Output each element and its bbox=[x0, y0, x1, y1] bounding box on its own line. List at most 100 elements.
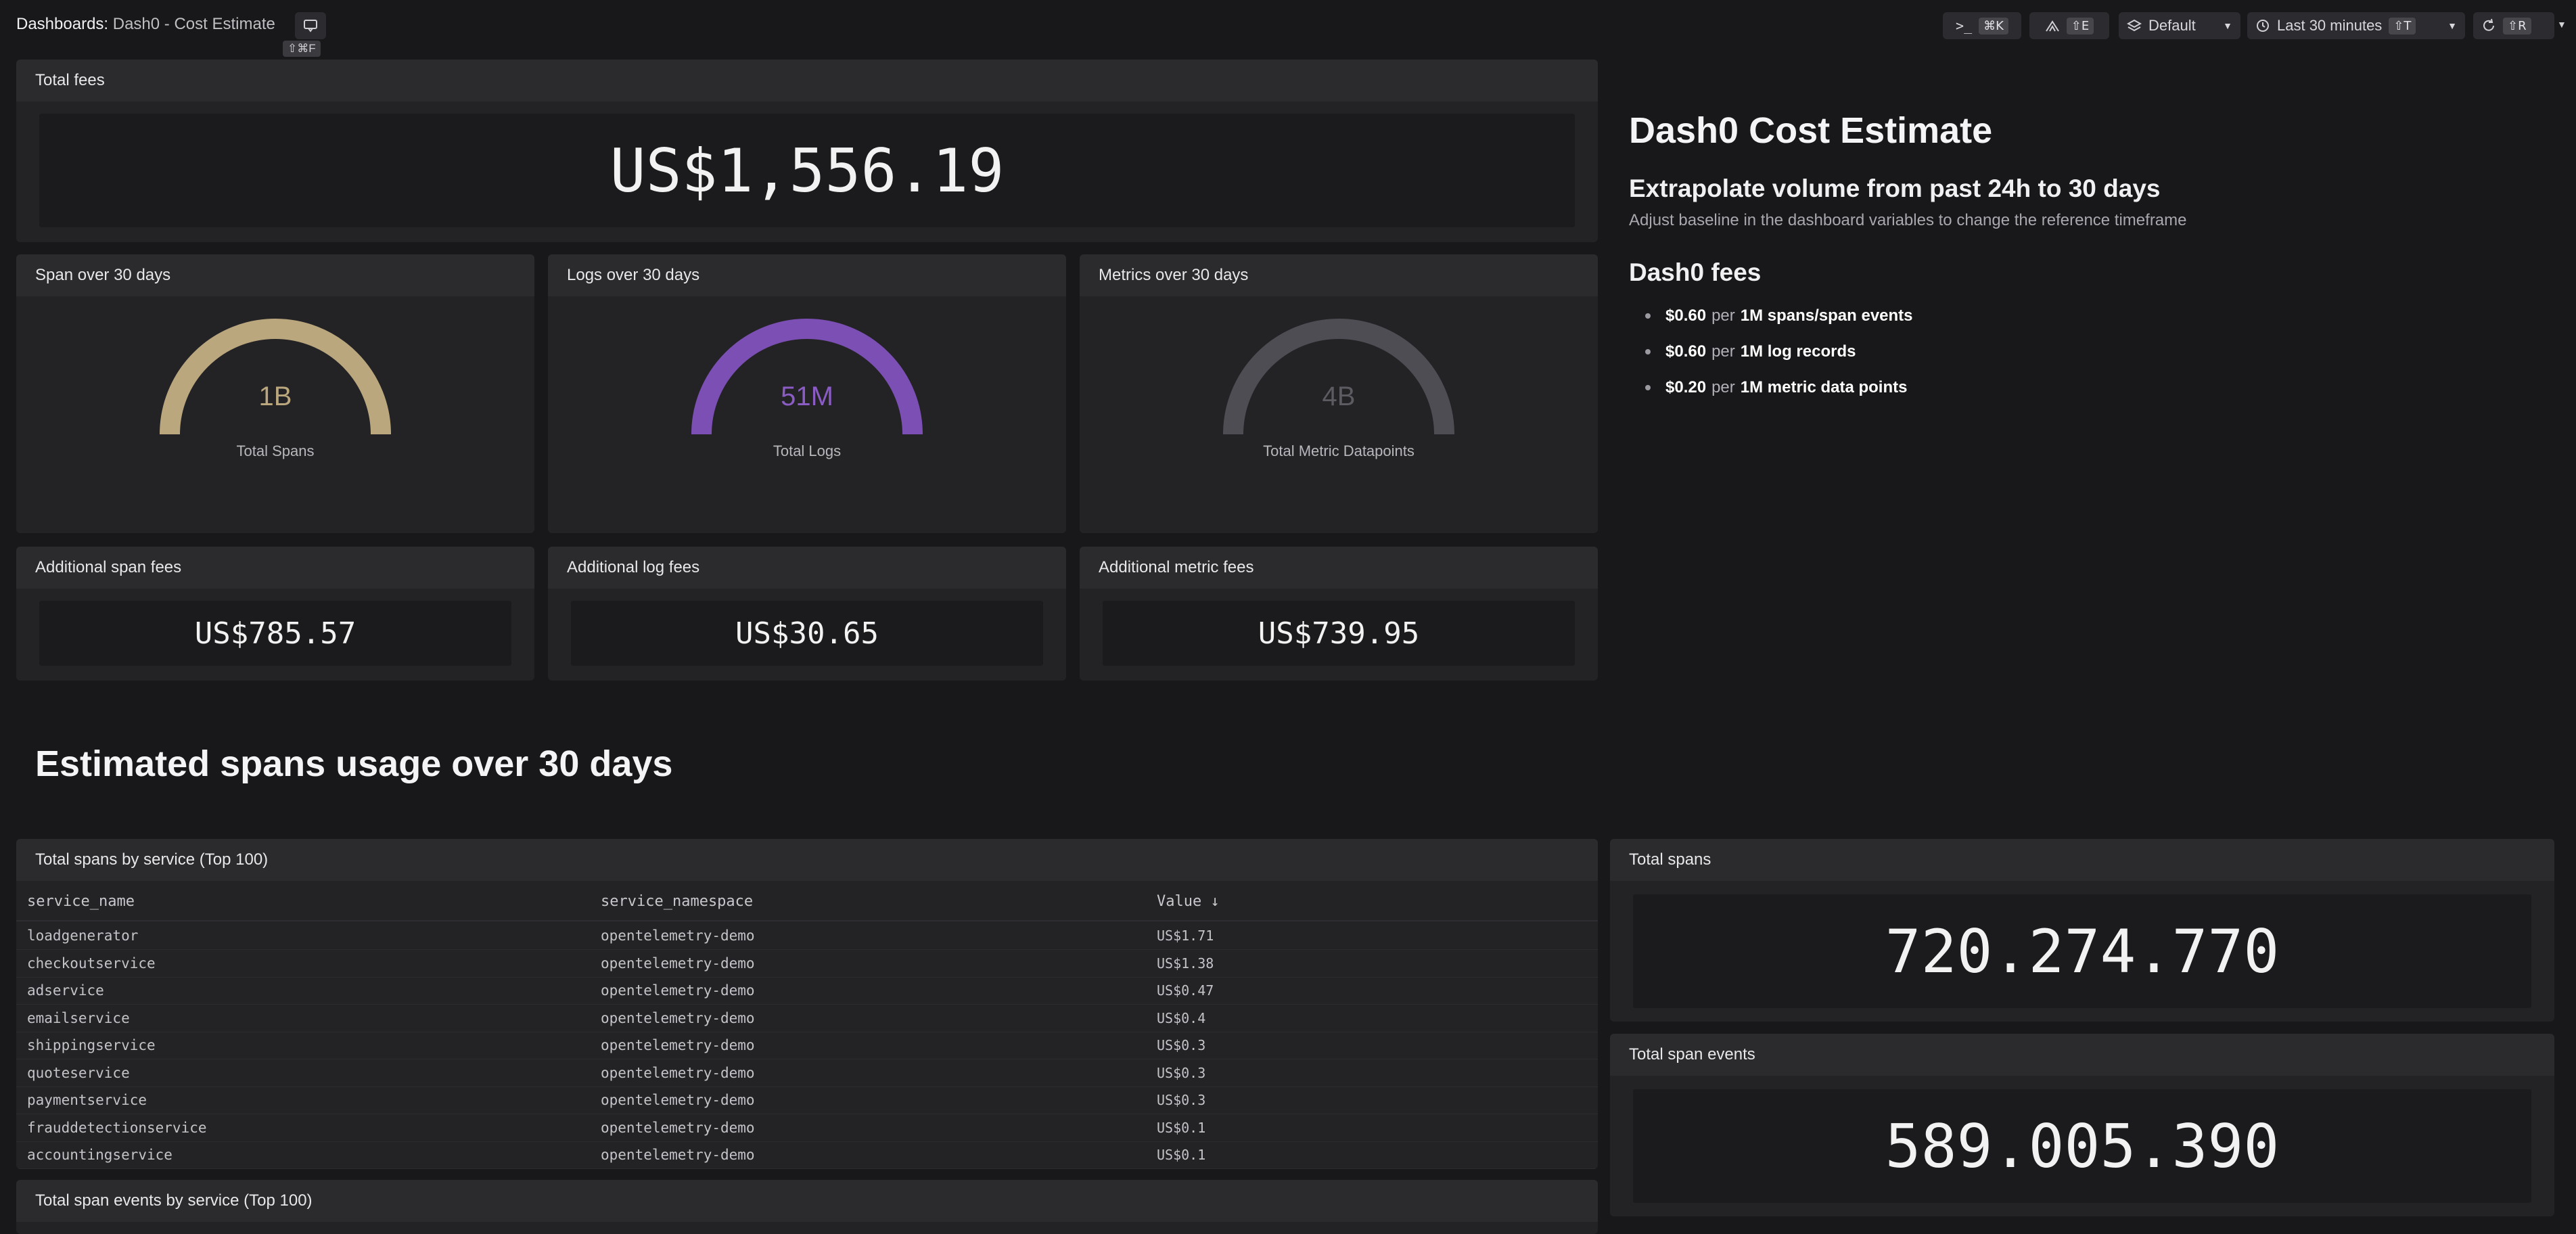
fees-heading: Dash0 fees bbox=[1629, 258, 1762, 286]
fee-unit: 1M metric data points bbox=[1740, 378, 1908, 396]
refresh-button[interactable]: ⇧R bbox=[2473, 12, 2554, 39]
table-row[interactable]: emailservice opentelemetry-demo US$0.4 bbox=[16, 1005, 1598, 1032]
cell-value: US$0.1 bbox=[1157, 1119, 1206, 1136]
additional-span-fees-value: US$785.57 bbox=[39, 601, 511, 666]
shortcut-badge: ⇧R bbox=[2503, 17, 2531, 35]
timerange-picker[interactable]: Last 30 minutes ⇧T ▼ bbox=[2247, 12, 2465, 39]
layers-icon bbox=[2127, 19, 2142, 32]
dashboard-name: Dash0 - Cost Estimate bbox=[112, 15, 275, 33]
cell-service-name: loadgenerator bbox=[27, 928, 139, 944]
cell-service-namespace: opentelemetry-demo bbox=[601, 1037, 755, 1053]
cell-service-namespace: opentelemetry-demo bbox=[601, 1064, 755, 1081]
terminal-icon: >_ bbox=[1956, 18, 1973, 34]
page-title: Dashboards: Dash0 - Cost Estimate bbox=[16, 15, 275, 34]
shortcut-badge: ⇧T bbox=[2389, 17, 2416, 35]
command-palette-button[interactable]: >_ ⌘K bbox=[1943, 12, 2021, 39]
total-spans-panel: Total spans 720.274.770 bbox=[1610, 839, 2554, 1022]
signal-icon bbox=[2045, 20, 2059, 32]
cell-service-name: frauddetectionservice bbox=[27, 1119, 207, 1136]
fee-per: per bbox=[1711, 342, 1735, 361]
gauge-chart bbox=[1223, 319, 1454, 435]
fee-per: per bbox=[1711, 378, 1735, 396]
gauge-arc bbox=[691, 319, 923, 435]
gauge-chart bbox=[160, 319, 391, 435]
panel-title: Total spans bbox=[1610, 839, 2554, 881]
comment-button[interactable] bbox=[295, 12, 326, 39]
gauge-value: 4B bbox=[1322, 382, 1356, 411]
bullet-icon bbox=[1645, 384, 1651, 390]
fee-per: per bbox=[1711, 306, 1735, 325]
bullet-icon bbox=[1645, 313, 1651, 319]
table-row[interactable]: adservice opentelemetry-demo US$0.47 bbox=[16, 978, 1598, 1005]
panel-title: Additional log fees bbox=[548, 547, 1066, 589]
dataset-select[interactable]: Default ▼ bbox=[2119, 12, 2240, 39]
table-header: service_name service_namespace Value ↓ bbox=[16, 881, 1598, 921]
additional-metric-fees-value: US$739.95 bbox=[1103, 601, 1575, 666]
table-row[interactable]: frauddetectionservice opentelemetry-demo U… bbox=[16, 1115, 1598, 1142]
info-subtitle: Extrapolate volume from past 24h to 30 d… bbox=[1629, 175, 2161, 202]
table-row[interactable]: quoteservice opentelemetry-demo US$0.3 bbox=[16, 1060, 1598, 1087]
refresh-options-chevron-icon[interactable]: ▼ bbox=[2557, 19, 2567, 30]
cell-service-name: paymentservice bbox=[27, 1092, 147, 1108]
column-header-service-name[interactable]: service_name bbox=[27, 893, 135, 910]
table-row[interactable]: checkoutservice opentelemetry-demo US$1.38 bbox=[16, 951, 1598, 978]
fees-list: $0.60 per 1M spans/span events $0.60 per… bbox=[1645, 298, 1913, 405]
dataset-label: Default bbox=[2148, 17, 2196, 34]
additional-log-fees-panel: Additional log fees US$30.65 bbox=[548, 547, 1066, 681]
cell-service-namespace: opentelemetry-demo bbox=[601, 955, 755, 972]
cell-value: US$0.3 bbox=[1157, 1037, 1206, 1053]
span-events-by-service-panel: Total span events by service (Top 100) bbox=[16, 1180, 1598, 1234]
cell-value: US$0.3 bbox=[1157, 1092, 1206, 1108]
cell-service-namespace: opentelemetry-demo bbox=[601, 928, 755, 944]
column-header-service-namespace[interactable]: service_namespace bbox=[601, 893, 754, 910]
logs-gauge-panel: Logs over 30 days 51M Total Logs bbox=[548, 254, 1066, 533]
total-fees-value: US$1,556.19 bbox=[39, 114, 1575, 227]
clock-icon bbox=[2257, 20, 2269, 32]
info-description: Adjust baseline in the dashboard variabl… bbox=[1629, 211, 2187, 229]
column-header-value[interactable]: Value ↓ bbox=[1157, 893, 1220, 910]
cell-value: US$0.47 bbox=[1157, 982, 1214, 999]
cell-value: US$0.1 bbox=[1157, 1147, 1206, 1163]
panel-title: Span over 30 days bbox=[16, 254, 534, 296]
editor-button[interactable]: ⇧E bbox=[2029, 12, 2109, 39]
additional-log-fees-value: US$30.65 bbox=[571, 601, 1043, 666]
cell-service-namespace: opentelemetry-demo bbox=[601, 1009, 755, 1026]
bullet-icon bbox=[1645, 348, 1651, 355]
cell-value: US$1.38 bbox=[1157, 955, 1214, 972]
fee-item: $0.20 per 1M metric data points bbox=[1645, 369, 1913, 405]
cell-service-name: accountingservice bbox=[27, 1147, 172, 1163]
shortcut-badge: ⌘K bbox=[1979, 17, 2008, 35]
cell-value: US$0.4 bbox=[1157, 1009, 1206, 1026]
panel-title: Logs over 30 days bbox=[548, 254, 1066, 296]
table-row[interactable]: shippingservice opentelemetry-demo US$0.3 bbox=[16, 1032, 1598, 1059]
table-row[interactable]: loadgenerator opentelemetry-demo US$1.71 bbox=[16, 923, 1598, 950]
panel-title: Metrics over 30 days bbox=[1080, 254, 1598, 296]
gauge-label: Total Spans bbox=[236, 442, 315, 459]
table-row[interactable]: accountingservice opentelemetry-demo US$0.… bbox=[16, 1142, 1598, 1169]
gauge-value: 1B bbox=[258, 382, 292, 411]
panel-title: Total fees bbox=[16, 60, 1598, 101]
fee-unit: 1M log records bbox=[1740, 342, 1856, 361]
cell-value: US$0.3 bbox=[1157, 1064, 1206, 1081]
table-row[interactable]: paymentservice opentelemetry-demo US$0.3 bbox=[16, 1087, 1598, 1114]
fee-item: $0.60 per 1M spans/span events bbox=[1645, 298, 1913, 334]
total-spans-value: 720.274.770 bbox=[1633, 894, 2531, 1008]
gauge-value: 51M bbox=[781, 382, 833, 411]
fee-price: $0.60 bbox=[1665, 342, 1707, 361]
section-title: Estimated spans usage over 30 days bbox=[35, 744, 673, 784]
gauge-arc bbox=[1223, 319, 1454, 435]
cell-value: US$1.71 bbox=[1157, 928, 1214, 944]
refresh-icon bbox=[2483, 18, 2494, 31]
cell-service-name: adservice bbox=[27, 982, 104, 999]
cell-service-namespace: opentelemetry-demo bbox=[601, 1092, 755, 1108]
timerange-label: Last 30 minutes bbox=[2277, 17, 2383, 34]
additional-metric-fees-panel: Additional metric fees US$739.95 bbox=[1080, 547, 1598, 681]
chevron-down-icon: ▼ bbox=[2223, 20, 2232, 31]
panel-title: Total spans by service (Top 100) bbox=[16, 839, 1598, 881]
comment-tooltip: ⇧⌘F bbox=[283, 41, 321, 57]
info-title: Dash0 Cost Estimate bbox=[1629, 110, 1993, 151]
chevron-down-icon: ▼ bbox=[2447, 20, 2457, 31]
fee-price: $0.20 bbox=[1665, 378, 1707, 396]
total-fees-panel: Total fees US$1,556.19 bbox=[16, 60, 1598, 242]
fee-unit: 1M spans/span events bbox=[1740, 306, 1913, 325]
